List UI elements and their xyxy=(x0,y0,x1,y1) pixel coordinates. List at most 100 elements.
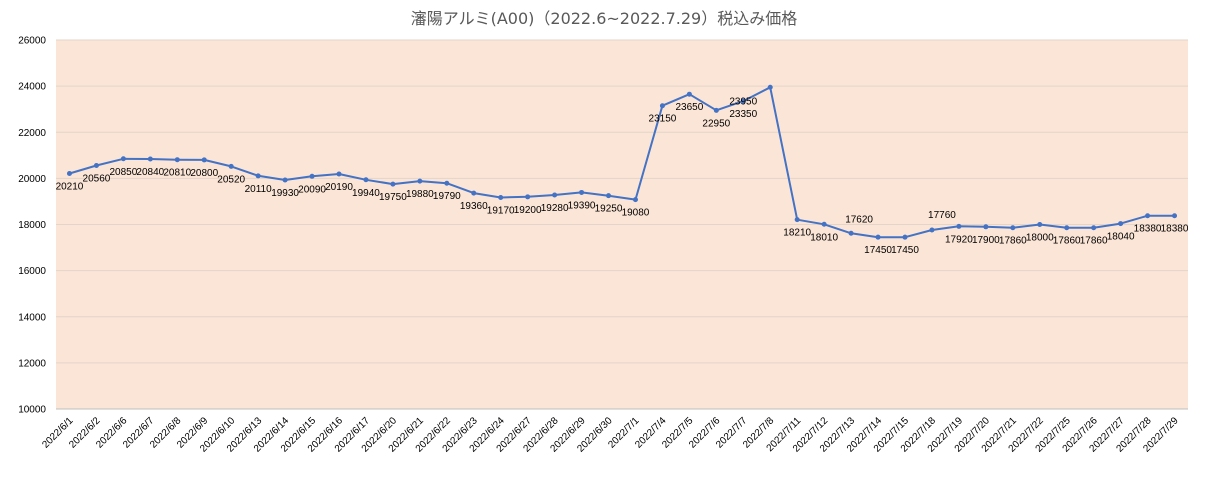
data-point xyxy=(740,98,746,104)
data-label: 19930 xyxy=(271,188,299,199)
data-point xyxy=(713,107,719,113)
data-label: 17860 xyxy=(999,236,1027,247)
data-label: 18380 xyxy=(1134,224,1162,235)
data-point xyxy=(1091,225,1097,231)
chart-title: 瀋陽アルミ(A00)（2022.6~2022.7.29）税込み価格 xyxy=(411,9,797,28)
data-point xyxy=(120,156,126,162)
data-point xyxy=(794,217,800,223)
data-label: 17450 xyxy=(864,245,892,256)
data-label: 19250 xyxy=(595,204,623,215)
data-point xyxy=(282,177,288,183)
data-point xyxy=(579,189,585,195)
data-label: 18010 xyxy=(810,232,838,243)
data-point xyxy=(390,181,396,187)
data-point xyxy=(983,224,989,230)
data-point xyxy=(471,190,477,196)
data-point xyxy=(498,195,504,201)
data-point xyxy=(767,84,773,90)
data-label: 20560 xyxy=(83,173,111,184)
data-label: 19880 xyxy=(406,189,434,200)
data-point xyxy=(821,221,827,227)
data-label: 20090 xyxy=(298,184,326,195)
data-label: 19390 xyxy=(568,200,596,211)
gridlines xyxy=(56,39,1188,410)
y-tick-label: 26000 xyxy=(18,36,46,47)
data-label: 20800 xyxy=(190,168,218,179)
data-point xyxy=(632,197,638,203)
data-point xyxy=(228,163,234,169)
data-point xyxy=(444,180,450,186)
data-label: 23650 xyxy=(675,102,703,113)
data-point xyxy=(255,173,261,179)
data-point xyxy=(66,171,72,177)
data-label: 19360 xyxy=(460,201,488,212)
data-point xyxy=(1172,213,1178,219)
data-point xyxy=(1064,225,1070,231)
data-label: 20110 xyxy=(245,184,273,195)
y-tick-label: 12000 xyxy=(18,358,46,369)
data-point xyxy=(606,193,612,199)
data-point xyxy=(1037,222,1043,227)
data-label: 17920 xyxy=(945,234,973,245)
data-label: 18040 xyxy=(1107,232,1135,243)
data-point xyxy=(336,171,342,177)
data-label: 20810 xyxy=(163,168,191,179)
y-tick-label: 14000 xyxy=(18,312,46,323)
data-label: 17860 xyxy=(1080,236,1108,247)
data-point xyxy=(929,227,935,233)
data-point xyxy=(174,157,180,163)
y-tick-label: 24000 xyxy=(18,82,46,93)
data-label: 17760 xyxy=(928,210,956,221)
data-label: 20210 xyxy=(56,182,84,193)
data-point xyxy=(1145,213,1151,219)
data-point xyxy=(956,223,962,229)
data-label: 19170 xyxy=(487,206,515,217)
data-label: 20190 xyxy=(325,182,353,193)
data-label: 19280 xyxy=(541,203,569,214)
data-label: 19940 xyxy=(352,188,380,199)
y-tick-label: 22000 xyxy=(18,128,46,139)
data-point xyxy=(93,162,99,168)
data-label: 20850 xyxy=(109,167,137,178)
data-point xyxy=(525,194,531,200)
y-tick-label: 18000 xyxy=(18,220,46,231)
data-point xyxy=(659,103,665,109)
data-label: 23150 xyxy=(649,114,677,125)
data-label: 20840 xyxy=(136,167,164,178)
data-label: 19790 xyxy=(433,191,461,202)
data-point xyxy=(147,156,153,162)
data-label: 17450 xyxy=(891,245,919,256)
data-label: 19750 xyxy=(379,192,407,203)
data-point xyxy=(686,91,692,97)
data-label: 17860 xyxy=(1053,236,1081,247)
data-label: 18000 xyxy=(1026,233,1054,244)
price-series-line xyxy=(69,86,1175,239)
data-label: 23950 xyxy=(729,96,757,107)
y-tick-label: 10000 xyxy=(18,405,46,416)
data-label: 18210 xyxy=(783,228,811,239)
data-label: 18380 xyxy=(1161,224,1189,235)
data-point xyxy=(417,178,423,184)
data-point xyxy=(309,173,315,179)
data-label: 17900 xyxy=(972,235,1000,246)
data-label: 23350 xyxy=(729,109,757,120)
data-point xyxy=(201,157,207,163)
data-label: 19080 xyxy=(622,208,650,219)
data-label: 19200 xyxy=(514,205,542,216)
y-tick-label: 16000 xyxy=(18,266,46,277)
data-point xyxy=(1010,225,1016,231)
data-label: 20520 xyxy=(217,174,245,185)
y-tick-label: 20000 xyxy=(18,174,46,185)
data-point xyxy=(552,192,558,198)
data-label: 17620 xyxy=(845,214,873,225)
y-axis: 10000 12000 14000 16000 18000 20000 22000 24000… xyxy=(18,36,46,416)
data-label: 22950 xyxy=(702,118,730,129)
data-point xyxy=(1118,221,1124,227)
data-point xyxy=(363,177,369,183)
data-point xyxy=(848,230,854,236)
data-point xyxy=(902,234,908,240)
data-point xyxy=(875,234,881,240)
series-group xyxy=(66,84,1178,240)
